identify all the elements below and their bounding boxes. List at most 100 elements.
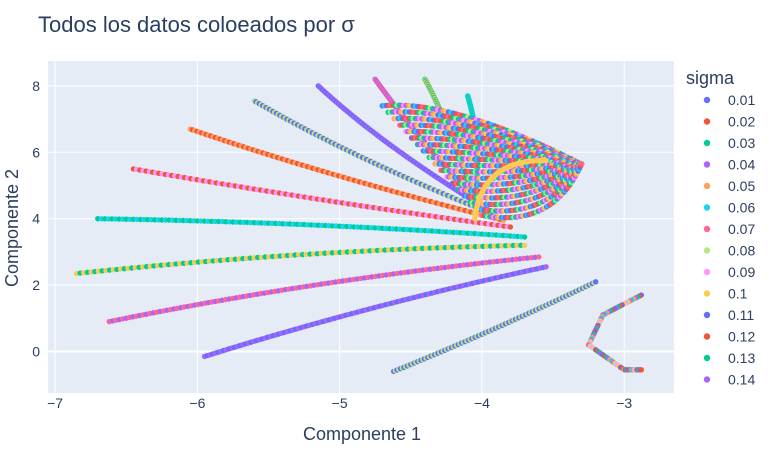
legend-item[interactable]: 0.1 xyxy=(703,286,748,302)
data-point xyxy=(487,243,494,249)
legend-marker xyxy=(703,311,711,319)
data-point xyxy=(382,247,388,253)
data-point xyxy=(322,250,328,256)
x-tick-label: −6 xyxy=(189,395,205,411)
data-point xyxy=(518,242,524,248)
data-point xyxy=(465,244,471,250)
legend-item[interactable]: 0.08 xyxy=(703,243,756,259)
data-point xyxy=(480,243,486,249)
x-tick-label: −7 xyxy=(47,395,63,411)
legend-title: sigma xyxy=(686,68,735,88)
legend-marker xyxy=(703,182,711,190)
legend-label: 0.05 xyxy=(728,178,755,194)
data-point xyxy=(434,245,441,251)
data-point xyxy=(438,245,445,251)
legend-item[interactable]: 0.05 xyxy=(703,178,756,194)
legend-label: 0.08 xyxy=(728,243,755,259)
data-point xyxy=(363,248,369,254)
data-point xyxy=(638,367,644,373)
x-axis-title: Componente 1 xyxy=(303,424,421,444)
data-point xyxy=(468,244,475,250)
data-point xyxy=(593,279,599,285)
legend-marker xyxy=(703,118,711,125)
data-point xyxy=(453,244,460,250)
y-tick-label: 6 xyxy=(32,144,40,160)
data-point xyxy=(461,244,467,250)
y-tick-label: 2 xyxy=(32,277,40,293)
data-point xyxy=(303,251,309,257)
legend-label: 0.02 xyxy=(728,114,755,130)
legend-marker xyxy=(703,354,711,362)
legend-label: 0.1 xyxy=(728,286,748,302)
legend-item[interactable]: 0.13 xyxy=(703,350,756,366)
legend-marker xyxy=(703,161,711,168)
data-point xyxy=(255,254,261,261)
data-point xyxy=(514,242,520,249)
legend-label: 0.11 xyxy=(728,307,754,323)
legend-marker xyxy=(703,96,711,104)
legend-item[interactable]: 0.14 xyxy=(703,372,756,388)
legend-label: 0.04 xyxy=(728,157,755,173)
data-point xyxy=(431,245,437,251)
legend-item[interactable]: 0.09 xyxy=(703,264,756,280)
legend-marker xyxy=(703,247,711,254)
data-point xyxy=(521,234,528,240)
y-tick-label: 0 xyxy=(32,344,40,360)
y-tick-label: 8 xyxy=(32,78,40,94)
data-point xyxy=(348,249,354,255)
legend-marker xyxy=(703,290,711,297)
data-point xyxy=(423,245,429,251)
legend-label: 0.13 xyxy=(728,350,755,366)
legend-item[interactable]: 0.02 xyxy=(703,114,756,130)
legend-item[interactable]: 0.11 xyxy=(703,307,755,323)
legend-item[interactable]: 0.04 xyxy=(703,157,756,173)
data-point xyxy=(393,246,399,253)
legend-item[interactable]: 0.06 xyxy=(703,200,756,216)
x-tick-label: −4 xyxy=(474,395,490,411)
data-point xyxy=(472,243,479,250)
data-points xyxy=(73,76,644,375)
data-point xyxy=(491,243,497,249)
data-point xyxy=(536,254,542,260)
y-axis-title: Componente 2 xyxy=(2,169,22,287)
legend-item[interactable]: 0.07 xyxy=(703,221,756,237)
legend-marker xyxy=(703,268,711,276)
legend-label: 0.03 xyxy=(728,135,755,151)
legend-marker xyxy=(703,204,711,211)
data-point xyxy=(543,264,549,270)
legend-label: 0.06 xyxy=(728,200,755,216)
data-point xyxy=(521,242,528,248)
data-point xyxy=(446,244,452,251)
data-point xyxy=(450,244,456,250)
data-point xyxy=(499,243,505,249)
legend-item[interactable]: 0.01 xyxy=(703,92,756,108)
data-point xyxy=(401,246,407,252)
data-point xyxy=(484,243,490,249)
data-point xyxy=(329,250,336,256)
legend-label: 0.07 xyxy=(728,221,755,237)
legend-label: 0.09 xyxy=(728,264,755,280)
x-tick-label: −3 xyxy=(616,395,632,411)
y-tick-label: 4 xyxy=(32,211,40,227)
data-point xyxy=(507,224,514,230)
data-point xyxy=(578,161,585,167)
legend-item[interactable]: 0.12 xyxy=(703,329,756,345)
data-point xyxy=(510,242,516,249)
data-point xyxy=(389,247,396,253)
data-point xyxy=(419,245,426,252)
legend-item[interactable]: 0.03 xyxy=(703,135,756,151)
legend-marker xyxy=(703,333,711,340)
data-point xyxy=(340,249,347,255)
data-point xyxy=(370,247,377,254)
data-point xyxy=(506,242,513,249)
plot-area: −7 −6 −5 −4 −3 0 2 4 6 8 xyxy=(32,61,674,411)
legend-items[interactable]: 0.01 0.02 0.03 0.04 0.05 0.06 0.07 0.08 0.09 0.1 0… xyxy=(703,92,756,388)
data-point xyxy=(495,243,501,249)
legend-marker xyxy=(703,225,711,233)
chart-title: Todos los datos coloeados por σ xyxy=(38,12,355,37)
data-point xyxy=(292,252,298,258)
data-point xyxy=(374,247,381,254)
legend[interactable]: sigma 0.010.020.030.040.050.060.070.080.… xyxy=(686,68,755,388)
data-point xyxy=(543,157,549,164)
